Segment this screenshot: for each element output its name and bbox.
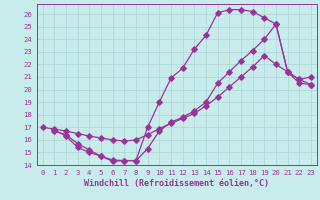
- X-axis label: Windchill (Refroidissement éolien,°C): Windchill (Refroidissement éolien,°C): [84, 179, 269, 188]
